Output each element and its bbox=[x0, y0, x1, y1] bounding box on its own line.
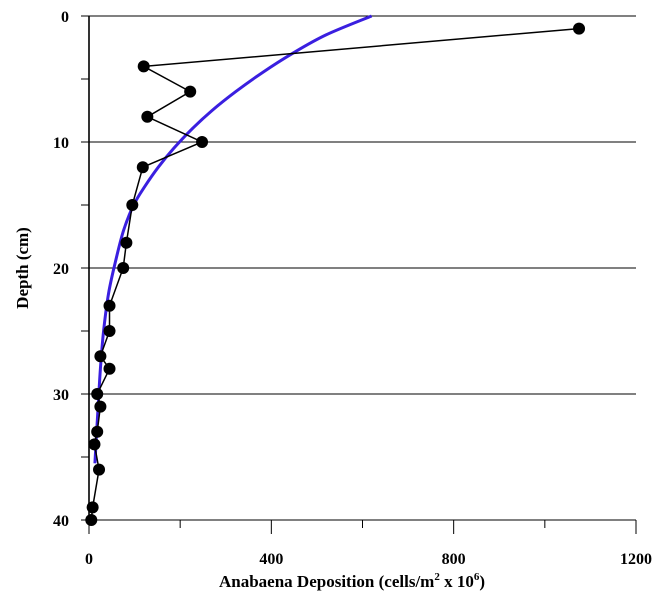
data-point-depth-23 bbox=[103, 299, 116, 312]
data-point-depth-6 bbox=[184, 85, 197, 98]
y-tick-label-0: 0 bbox=[61, 9, 69, 26]
data-point-depth-40 bbox=[85, 514, 98, 526]
axes bbox=[81, 15, 637, 534]
data-point-depth-4 bbox=[137, 60, 150, 73]
y-tick-label-30: 30 bbox=[53, 387, 69, 404]
data-point-depth-33 bbox=[91, 425, 104, 438]
grid-lines bbox=[89, 15, 636, 521]
data-point-depth-31 bbox=[94, 400, 107, 413]
x-axis-title-sup2: 6 bbox=[474, 571, 480, 583]
data-point-depth-15 bbox=[126, 199, 139, 211]
data-point-depth-30 bbox=[91, 388, 104, 400]
x-axis-title-mid: x 10 bbox=[440, 572, 474, 591]
data-point-depth-18 bbox=[120, 236, 133, 249]
data-point-depth-27 bbox=[94, 350, 107, 363]
x-tick-label-0: 0 bbox=[85, 551, 93, 568]
data-point-depth-1 bbox=[573, 22, 586, 35]
x-tick-label-400: 400 bbox=[259, 551, 283, 568]
x-axis-title-end: ) bbox=[479, 572, 485, 591]
data-point-depth-25 bbox=[103, 325, 116, 337]
data-point-depth-12 bbox=[136, 161, 149, 174]
fitted-curve-line bbox=[93, 14, 373, 464]
x-tick-label-1200: 1200 bbox=[620, 551, 652, 568]
x-axis-title-sup1: 2 bbox=[434, 571, 440, 583]
data-point-depth-28 bbox=[103, 362, 116, 375]
data-point-depth-8 bbox=[141, 110, 154, 123]
x-axis-title-main: Anabaena Deposition (cells/m bbox=[219, 572, 434, 591]
data-point-depth-39 bbox=[86, 501, 99, 514]
data-point-depth-36 bbox=[93, 463, 106, 476]
y-tick-label-10: 10 bbox=[53, 135, 69, 152]
data-point-depth-20 bbox=[117, 262, 130, 274]
series-layer bbox=[85, 14, 586, 526]
y-tick-label-40: 40 bbox=[53, 513, 69, 530]
x-axis-title: Anabaena Deposition (cells/m2 x 106) bbox=[219, 571, 485, 591]
data-point-depth-10 bbox=[196, 136, 209, 148]
data-series-line bbox=[90, 27, 580, 521]
x-tick-label-800: 800 bbox=[442, 551, 466, 568]
y-tick-label-20: 20 bbox=[53, 261, 69, 278]
data-point-depth-34 bbox=[88, 438, 101, 451]
y-axis-title: Depth (cm) bbox=[13, 227, 32, 309]
